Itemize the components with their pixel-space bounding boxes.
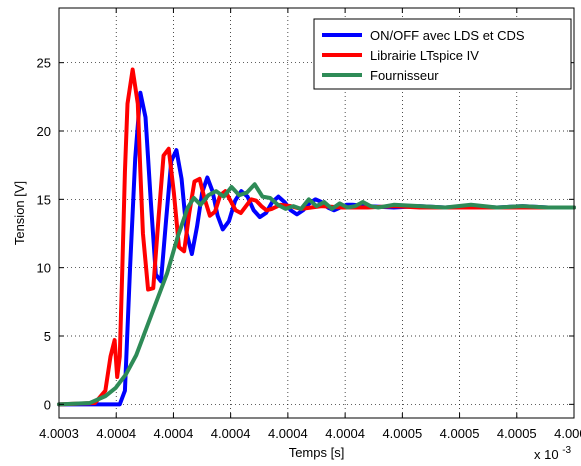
x-tick-label: 4.0005 <box>497 426 537 441</box>
x-tick-label: 4.0005 <box>382 426 422 441</box>
series-line-3 <box>57 182 576 407</box>
y-tick-label: 10 <box>37 261 51 276</box>
plot-frame <box>58 7 575 419</box>
x-axis-multiplier: x 10 -3 <box>534 445 572 462</box>
x-axis-label: Temps [s] <box>289 445 345 460</box>
legend: ON/OFF avec LDS et CDS Librairie LTspice … <box>313 18 572 90</box>
x-tick-label: 4.0004 <box>211 426 251 441</box>
x-tick-label: 4.0004 <box>268 426 308 441</box>
series-lines <box>57 67 576 407</box>
x-tick-label: 4.0003 <box>39 426 79 441</box>
x-axis-multiplier-base: x 10 <box>534 447 559 462</box>
x-tick-label: 4.0005 <box>554 426 581 441</box>
x-tick-label: 4.0004 <box>325 426 365 441</box>
x-tick-label: 4.0005 <box>440 426 480 441</box>
x-tick-label: 4.0004 <box>96 426 136 441</box>
y-tick-label: 20 <box>37 124 51 139</box>
y-tick-label: 0 <box>44 397 51 412</box>
y-axis-label: Tension [V] <box>12 181 27 245</box>
legend-label-2: Librairie LTspice IV <box>370 48 479 63</box>
y-tick-label: 25 <box>37 56 51 71</box>
x-tick-label: 4.0004 <box>154 426 194 441</box>
x-axis-multiplier-exponent: -3 <box>562 445 571 456</box>
legend-label-1: ON/OFF avec LDS et CDS <box>370 28 525 43</box>
legend-label-3: Fournisseur <box>370 68 439 83</box>
axis-ticks: 0 5 10 15 20 25 4.0003 4.0004 4.0004 4.0004 4.0004… <box>37 8 581 441</box>
y-tick-label: 5 <box>44 329 51 344</box>
y-tick-label: 15 <box>37 192 51 207</box>
